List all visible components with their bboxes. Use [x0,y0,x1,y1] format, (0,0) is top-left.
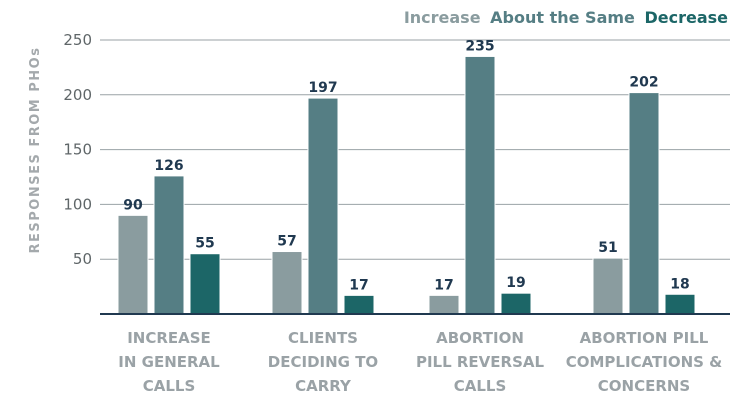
value-label-0-3: 51 [598,240,617,256]
y-tick-50: 50 [73,250,92,268]
value-label-1-2: 235 [465,38,494,54]
category-label-2-1: PILL REVERSAL [416,353,545,371]
category-label-3-2: CONCERNS [598,377,690,395]
bar-1-0 [153,175,185,315]
bar-0-2 [428,294,460,315]
value-label-1-1: 197 [308,80,337,96]
y-tick-100: 100 [63,195,92,213]
value-label-1-3: 202 [629,75,658,91]
value-label-2-3: 18 [670,276,689,292]
bar-1-1 [307,97,339,315]
value-label-0-0: 90 [123,197,143,213]
y-tick-200: 200 [63,86,92,104]
category-label-2-0: ABORTION [436,329,524,347]
category-label-0-1: IN GENERAL [118,353,220,371]
bar-0-3 [592,257,624,315]
category-label-3-0: ABORTION PILL [580,329,709,347]
category-label-0-2: CALLS [143,377,196,395]
legend-increase: Increase [403,8,481,27]
value-label-1-0: 126 [154,158,183,174]
y-tick-150: 150 [63,141,92,159]
bar-2-3 [664,293,696,315]
bar-2-0 [189,253,221,315]
value-label-0-1: 57 [277,234,296,250]
value-label-0-2: 17 [434,277,453,293]
bar-1-3 [628,92,660,315]
bar-2-1 [343,294,375,315]
bar-1-2 [464,55,496,315]
bar-0-0 [117,214,149,315]
category-label-1-2: CARRY [295,377,352,395]
legend-decrease: Decrease [644,8,728,27]
legend: Increase About the Same Decrease [400,8,728,27]
value-label-2-1: 17 [349,277,368,293]
category-label-1-0: CLIENTS [288,329,358,347]
legend-about-the-same: About the Same [490,8,635,27]
bar-0-1 [271,251,303,315]
value-label-2-2: 19 [506,275,525,291]
category-label-1-1: DECIDING TO [268,353,378,371]
value-label-2-0: 55 [195,236,214,252]
bar-2-2 [500,292,532,315]
category-label-0-0: INCREASE [127,329,211,347]
category-label-2-2: CALLS [454,377,507,395]
category-label-3-1: COMPLICATIONS & [566,353,723,371]
y-tick-250: 250 [63,31,92,49]
